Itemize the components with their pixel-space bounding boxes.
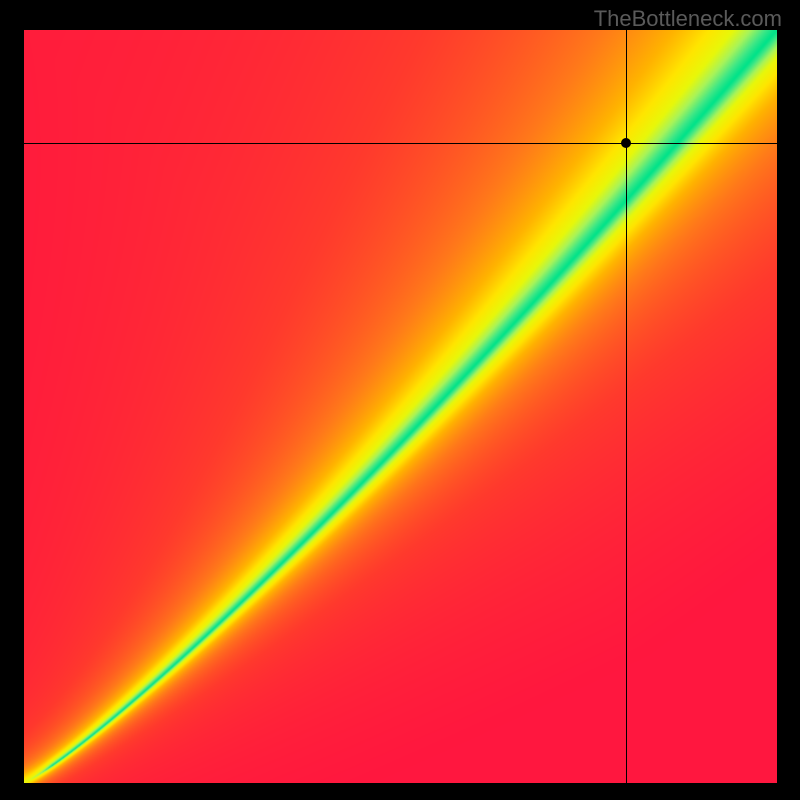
watermark-text: TheBottleneck.com xyxy=(594,6,782,32)
bottleneck-heatmap xyxy=(24,30,777,783)
crosshair-marker xyxy=(621,138,631,148)
crosshair-horizontal xyxy=(24,143,777,144)
